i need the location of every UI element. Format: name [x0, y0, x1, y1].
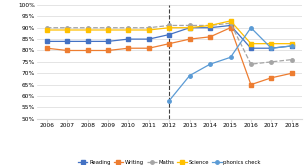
Writing — [86, 50, 89, 51]
Maths — [270, 61, 273, 63]
Maths — [229, 22, 232, 24]
Reading — [188, 27, 192, 29]
Maths — [147, 27, 151, 29]
Science — [167, 27, 171, 29]
Legend: Reading, Writing, Maths, Science, phonics check: Reading, Writing, Maths, Science, phonic… — [76, 158, 263, 165]
Reading — [208, 27, 212, 29]
phonics check — [208, 63, 212, 65]
Science — [45, 29, 48, 31]
Writing — [270, 77, 273, 79]
Science — [229, 20, 232, 22]
Writing — [147, 47, 151, 49]
Reading — [86, 40, 89, 42]
Science — [290, 43, 294, 45]
Reading — [45, 40, 48, 42]
Writing — [249, 84, 253, 86]
Science — [147, 29, 151, 31]
Reading — [270, 47, 273, 49]
Science — [270, 43, 273, 45]
phonics check — [249, 27, 253, 29]
Reading — [229, 24, 232, 26]
Writing — [65, 50, 69, 51]
Line: phonics check: phonics check — [167, 26, 293, 102]
phonics check — [270, 47, 273, 49]
Writing — [167, 43, 171, 45]
Maths — [45, 27, 48, 29]
phonics check — [167, 100, 171, 102]
Science — [106, 29, 110, 31]
Science — [208, 24, 212, 26]
Science — [188, 27, 192, 29]
Maths — [65, 27, 69, 29]
Reading — [249, 47, 253, 49]
Maths — [290, 59, 294, 61]
Reading — [147, 38, 151, 40]
Science — [86, 29, 89, 31]
Science — [65, 29, 69, 31]
phonics check — [188, 75, 192, 77]
Writing — [106, 50, 110, 51]
Writing — [229, 27, 232, 29]
phonics check — [290, 45, 294, 47]
Reading — [65, 40, 69, 42]
Writing — [208, 36, 212, 38]
Writing — [45, 47, 48, 49]
Reading — [106, 40, 110, 42]
Science — [127, 29, 130, 31]
Writing — [290, 72, 294, 74]
Line: Writing: Writing — [45, 26, 293, 86]
Reading — [127, 38, 130, 40]
Maths — [127, 27, 130, 29]
Maths — [208, 24, 212, 26]
phonics check — [229, 56, 232, 58]
Maths — [167, 24, 171, 26]
Maths — [106, 27, 110, 29]
Maths — [249, 63, 253, 65]
Line: Science: Science — [45, 19, 293, 45]
Writing — [127, 47, 130, 49]
Maths — [188, 24, 192, 26]
Science — [249, 43, 253, 45]
Reading — [167, 33, 171, 35]
Line: Maths: Maths — [45, 21, 293, 66]
Reading — [290, 45, 294, 47]
Writing — [188, 38, 192, 40]
Maths — [86, 27, 89, 29]
Line: Reading: Reading — [45, 24, 293, 50]
